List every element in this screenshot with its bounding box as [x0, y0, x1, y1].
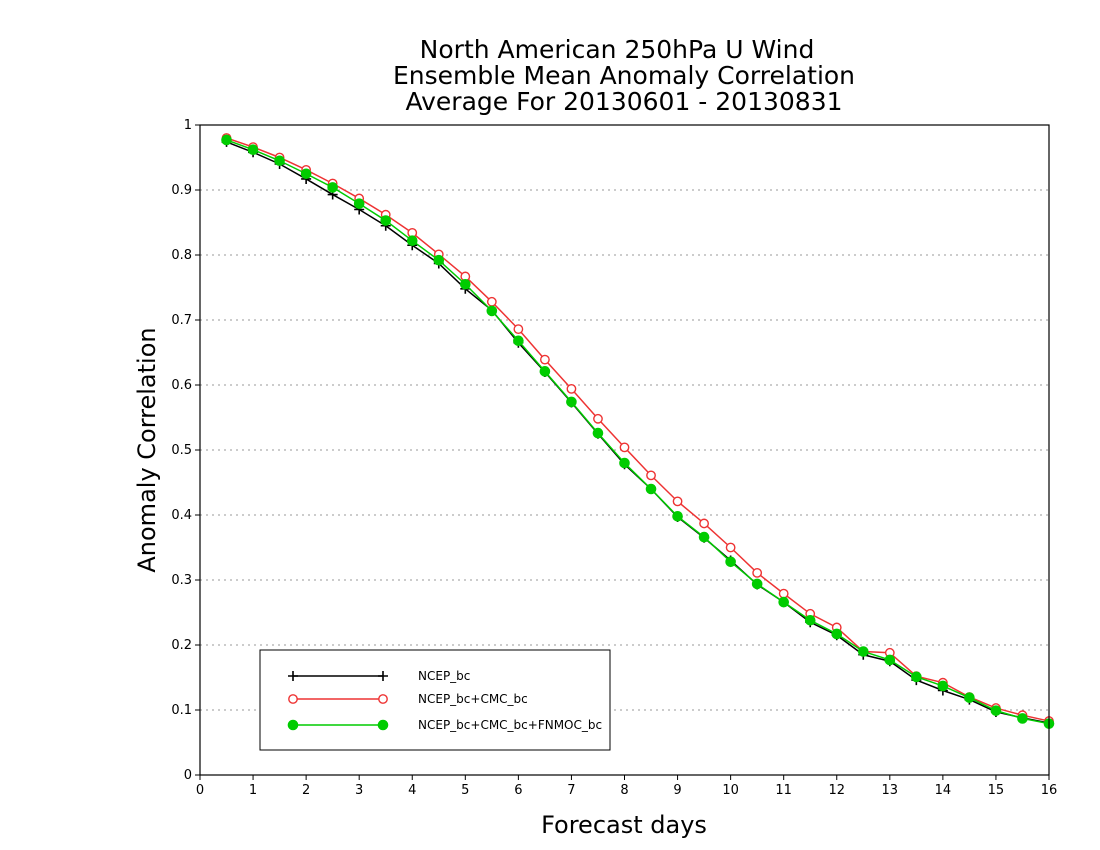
series-1-point-21: [778, 588, 789, 599]
y-tick-label-10: 1: [184, 118, 192, 133]
plot-frame: [199, 124, 1050, 776]
series-1-point-19: [725, 542, 736, 553]
y-tick-label-7: 0.7: [171, 313, 192, 328]
y-tick-label-3: 0.3: [171, 573, 192, 588]
legend-marker-start-2: [287, 719, 299, 731]
series-1-point-10: [486, 296, 497, 307]
x-tick-label-12: 12: [828, 783, 845, 798]
series-2-point-25: [884, 654, 896, 666]
y-tick-label-2: 0.2: [171, 638, 192, 653]
chart-title-line-1: North American 250hPa U Wind: [420, 35, 815, 64]
series-2-point-3: [300, 168, 312, 180]
series-2-point-20: [751, 578, 763, 590]
x-tick-label-3: 3: [355, 783, 363, 798]
series-2-point-28: [964, 692, 975, 703]
series-2-point-24: [857, 646, 869, 657]
series-1-point-15: [619, 442, 630, 453]
series-2-point-14: [592, 427, 604, 439]
series-1-point-17: [672, 496, 683, 507]
series-1-line: [226, 137, 1050, 722]
x-tick-label-2: 2: [302, 783, 310, 798]
chart-title-line-3: Average For 20130601 - 20130831: [405, 87, 842, 116]
series-2-point-2: [274, 155, 285, 167]
series-2-point-15: [619, 457, 630, 469]
series-1-point-18: [699, 518, 709, 529]
series-layer: [221, 133, 1055, 729]
series-2-line: [226, 139, 1050, 725]
series-1-point-20: [752, 567, 763, 578]
y-tick-label-8: 0.8: [171, 248, 192, 263]
series-2-point-18: [698, 531, 710, 543]
x-tick-label-14: 14: [935, 783, 952, 798]
series-2-point-10: [486, 305, 498, 317]
legend-marker-start-0: [288, 671, 298, 681]
series-1-point-14: [593, 413, 603, 424]
y-tick-label-9: 0.9: [171, 183, 192, 198]
series-2-point-16: [645, 483, 657, 495]
series-2-point-17: [672, 511, 683, 522]
x-tick-label-4: 4: [408, 783, 416, 798]
x-tick-label-13: 13: [882, 783, 899, 798]
axis-ticks: 00.10.20.30.40.50.60.70.80.910 1 2 3 4 5 6 7 8 9 1…: [171, 118, 1057, 798]
series-2-point-23: [831, 628, 843, 640]
series-2-point-26: [911, 671, 922, 683]
series-2-point-8: [433, 254, 445, 266]
x-tick-label-0: 0: [196, 783, 204, 798]
series-2-point-30: [1017, 713, 1028, 724]
legend: NCEP_bc NCEP_bc+CMC_bc NCEP_bc+CMC_bc+FNMO…: [259, 649, 611, 751]
series-2: [221, 134, 1055, 729]
x-axis-label: Forecast days: [541, 811, 707, 839]
series-2-point-6: [380, 215, 392, 226]
legend-label-0: NCEP_bc: [418, 669, 470, 683]
series-1: [221, 133, 1054, 726]
series-2-point-1: [247, 144, 259, 155]
x-tick-label-1: 1: [249, 783, 257, 798]
series-1-point-12: [540, 354, 550, 365]
chart-title-line-2: Ensemble Mean Anomaly Correlation: [393, 61, 855, 90]
x-tick-label-10: 10: [722, 783, 739, 798]
legend-marker-end-2: [377, 719, 389, 731]
series-2-point-13: [566, 396, 577, 408]
series-2-point-7: [406, 235, 418, 246]
x-tick-label-6: 6: [514, 783, 522, 798]
x-tick-label-5: 5: [461, 783, 469, 798]
y-tick-label-0: 0: [184, 768, 192, 783]
series-2-point-9: [460, 278, 471, 290]
x-tick-label-9: 9: [673, 783, 681, 798]
y-tick-label-5: 0.5: [171, 443, 192, 458]
series-2-point-19: [725, 556, 736, 568]
y-tick-label-4: 0.4: [171, 508, 192, 523]
legend-box: [259, 649, 611, 751]
series-1-point-13: [566, 383, 577, 394]
series-1-point-16: [646, 470, 656, 481]
x-tick-label-16: 16: [1041, 783, 1058, 798]
x-tick-label-7: 7: [567, 783, 575, 798]
series-2-point-27: [937, 680, 949, 692]
series-2-point-22: [804, 615, 816, 626]
legend-marker-start-1: [288, 694, 298, 704]
legend-label-2: NCEP_bc+CMC_bc+FNMOC_bc: [418, 718, 602, 732]
legend-marker-end-1: [378, 694, 388, 704]
series-1-point-11: [513, 324, 524, 334]
series-2-point-5: [353, 198, 365, 209]
series-2-point-4: [327, 182, 338, 193]
y-tick-label-1: 0.1: [171, 703, 192, 718]
series-2-point-29: [990, 705, 1002, 716]
series-2-point-21: [778, 596, 789, 608]
series-0: [221, 136, 1054, 728]
y-axis-label: Anomaly Correlation: [133, 327, 161, 572]
legend-marker-end-0: [378, 671, 388, 681]
x-tick-label-11: 11: [775, 783, 792, 798]
legend-label-1: NCEP_bc+CMC_bc: [418, 692, 528, 706]
x-tick-label-15: 15: [988, 783, 1005, 798]
series-2-point-0: [221, 134, 232, 146]
x-tick-label-8: 8: [620, 783, 628, 798]
series-2-point-11: [513, 335, 524, 347]
y-tick-label-6: 0.6: [171, 378, 192, 393]
series-2-point-12: [539, 366, 551, 377]
series-0-line: [226, 141, 1050, 724]
